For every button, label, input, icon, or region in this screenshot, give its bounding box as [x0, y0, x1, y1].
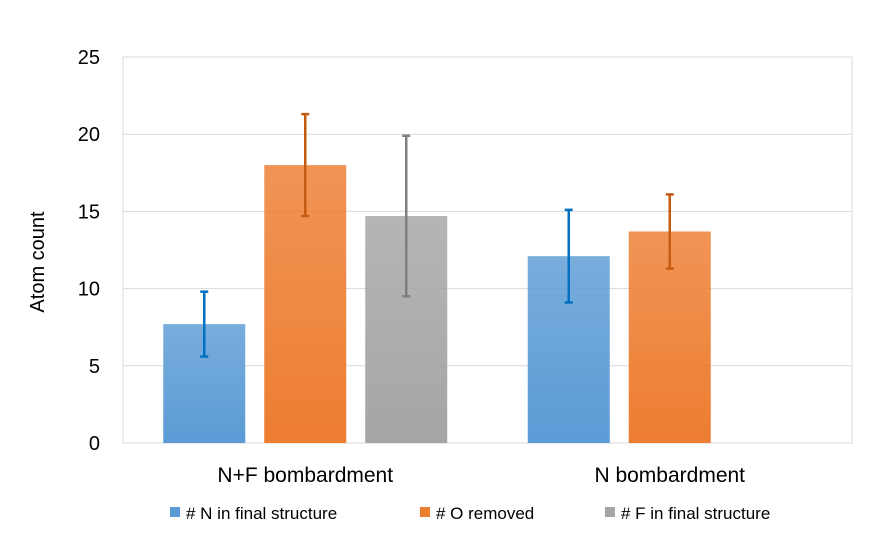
x-category-label: N+F bombardment: [217, 464, 393, 487]
y-tick-label: 25: [78, 47, 100, 69]
y-tick-label: 0: [89, 433, 100, 455]
y-tick-label: 20: [78, 124, 100, 146]
legend-label: # N in final structure: [186, 504, 337, 523]
bars: [163, 165, 711, 443]
legend-swatch: [420, 507, 430, 517]
x-category-label: N bombardment: [594, 464, 745, 487]
legend-swatch: [170, 507, 180, 517]
legend-swatch: [605, 507, 615, 517]
y-tick-label: 5: [89, 356, 100, 378]
x-axis-categories: N+F bombardment N bombardment: [217, 464, 745, 487]
y-axis-ticks: 0 5 10 15 20 25: [78, 47, 100, 455]
y-tick-label: 15: [78, 201, 100, 223]
y-tick-label: 10: [78, 279, 100, 301]
y-axis-label: Atom count: [27, 211, 49, 313]
error-bars: [200, 112, 674, 358]
legend-label: # O removed: [436, 504, 534, 523]
legend-label: # F in final structure: [621, 504, 770, 523]
plot-area-border: [122, 56, 853, 444]
legend: # N in final structure # O removed # F in …: [170, 504, 770, 523]
